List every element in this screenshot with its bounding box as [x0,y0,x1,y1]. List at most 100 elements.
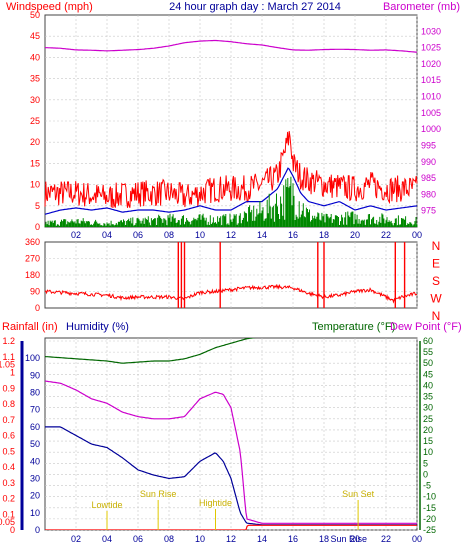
humidity-tick-label: 20 [30,491,40,501]
humidity-tick-label: 50 [30,439,40,449]
wind-x-tick-label: 00 [412,230,422,240]
wind-x-tick-label: 06 [133,230,143,240]
compass-label: E [432,257,440,271]
windspeed-tick-label: 5 [35,201,40,211]
windspeed-tick-label: 0 [35,222,40,232]
windspeed-axis-title: Windspeed (mph) [6,1,93,13]
humidity-tick-label: 40 [30,456,40,466]
compass-label: N [432,239,441,253]
temp-x-tick-label: 16 [288,534,298,544]
rainfall-tick-label: 0.8 [2,399,15,409]
rainfall-axis-title: Rainfall (in) [2,321,58,333]
dewpoint-axis-title: Dew Point (°F) [390,321,462,333]
compass-label: S [432,274,440,288]
temperature-tick-label: -25 [423,525,436,535]
humidity-axis-title: Humidity (%) [66,321,129,333]
temperature-tick-label: -5 [423,481,431,491]
wind-barometer-panel: 02 04 06 08 10 12 14 16 18 20 22 000510152025303540… [30,10,441,240]
temp-x-tick-label: 06 [133,534,143,544]
wind-direction-line [44,283,418,304]
rainfall-tick-label: 0.2 [2,494,15,504]
rainfall-tick-label: 0.9 [2,383,15,393]
barometer-tick-label: 995 [421,140,436,150]
temperature-tick-label: 50 [423,358,433,368]
barometer-tick-label: 980 [421,189,436,199]
barometer-tick-label: 1005 [421,108,441,118]
temp-x-tick-label: 08 [164,534,174,544]
temperature-tick-label: -15 [423,503,436,513]
temperature-tick-label: 20 [423,425,433,435]
windspeed-tick-label: 30 [30,95,40,105]
direction-tick-label: 270 [25,254,40,264]
rainfall-tick-label: 0.05 [0,517,15,527]
wind-x-tick-label: 22 [381,230,391,240]
temp-x-tick-label: 22 [381,534,391,544]
wind-direction-wrap-bars [177,242,406,308]
direction-tick-label: 360 [25,237,40,247]
windspeed-tick-label: 50 [30,10,40,20]
barometer-tick-label: 1030 [421,26,441,36]
temperature-axis-title: Temperature (°F) [312,321,395,333]
humidity-tick-label: 70 [30,405,40,415]
event-annotation: Sun Rise [140,489,177,499]
temp-x-tick-label: 12 [226,534,236,544]
wind-x-tick-label: 18 [319,230,329,240]
temperature-tick-label: 10 [423,447,433,457]
temperature-series-group [45,338,417,530]
temp-x-tick-label: 04 [102,534,112,544]
wind-x-tick-label: 04 [102,230,112,240]
rainfall-tick-label: 0.3 [2,478,15,488]
temperature-tick-label: 25 [423,414,433,424]
event-annotation: Lowtide [91,500,122,510]
temperature-tick-label: -10 [423,492,436,502]
humidity-tick-label: 80 [30,388,40,398]
temperature-tick-label: 30 [423,403,433,413]
dewpoint-line [45,380,417,524]
temperature-tick-label: 45 [423,369,433,379]
graph-title: 24 hour graph day : March 27 2014 [169,1,341,13]
wind-x-tick-label: 10 [195,230,205,240]
temperature-tick-label: 35 [423,392,433,402]
rainfall-tick-label: 1.05 [0,360,15,370]
windspeed-tick-label: 20 [30,137,40,147]
barometer-tick-label: 990 [421,157,436,167]
direction-tick-label: 180 [25,270,40,280]
rainfall-tick-label: 0.7 [2,415,15,425]
rainfall-tick-label: 1.1 [2,352,15,362]
temperature-tick-label: 15 [423,436,433,446]
event-annotation: Hightide [199,498,232,508]
wind-x-tick-label: 08 [164,230,174,240]
humidity-tick-label: 30 [30,473,40,483]
barometer-tick-label: 975 [421,206,436,216]
temperature-tick-label: 55 [423,347,433,357]
barometer-tick-label: 1025 [421,43,441,53]
barometer-tick-label: 1010 [421,92,441,102]
temperature-tick-label: 60 [423,336,433,346]
wind-x-tick-label: 20 [350,230,360,240]
windspeed-tick-label: 15 [30,158,40,168]
barometer-tick-label: 985 [421,173,436,183]
wind-x-tick-label: 12 [226,230,236,240]
rainfall-tick-label: 0.6 [2,431,15,441]
rainfall-tick-label: 0.4 [2,462,15,472]
event-annotation: Sun Set [342,489,375,499]
temp-x-tick-label: 02 [71,534,81,544]
wind-x-tick-label: 14 [257,230,267,240]
compass-label: N [432,309,441,323]
wind-speed-bars [44,176,418,227]
temp-x-tick-label: Sun Rise [331,534,368,544]
direction-tick-label: 90 [30,287,40,297]
temp-x-tick-label: 10 [195,534,205,544]
temp-x-tick-label: 14 [257,534,267,544]
humidity-tick-label: 60 [30,422,40,432]
barometer-tick-label: 1020 [421,59,441,69]
rainfall-tick-label: 0 [10,525,15,535]
barometer-tick-label: 1000 [421,124,441,134]
temperature-tick-label: 40 [423,380,433,390]
rainfall-tick-label: 0.5 [2,446,15,456]
temperature-tick-label: -20 [423,514,436,524]
wind-x-tick-label: 16 [288,230,298,240]
windspeed-tick-label: 10 [30,180,40,190]
